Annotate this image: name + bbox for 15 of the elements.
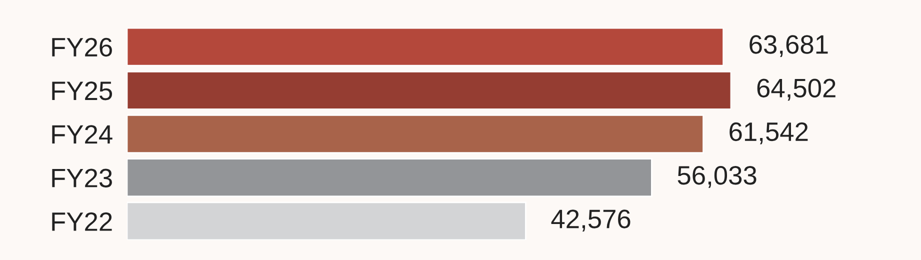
y-tick-label: FY26 — [52, 38, 112, 57]
data-label: 61,542 — [730, 122, 808, 144]
bar — [127, 202, 526, 240]
y-tick-label: FY25 — [52, 82, 112, 100]
bar — [127, 28, 724, 66]
y-tick-label: FY24 — [52, 125, 112, 144]
data-label: 42,576 — [551, 210, 630, 232]
data-label: 63,681 — [750, 35, 828, 57]
bar — [127, 114, 704, 154]
data-label: 64,502 — [757, 78, 836, 101]
data-label: 56,033 — [678, 166, 756, 188]
y-tick-label: FY23 — [52, 168, 112, 188]
bar — [127, 70, 731, 110]
y-tick-label: FY22 — [52, 212, 112, 231]
bar — [127, 158, 652, 198]
